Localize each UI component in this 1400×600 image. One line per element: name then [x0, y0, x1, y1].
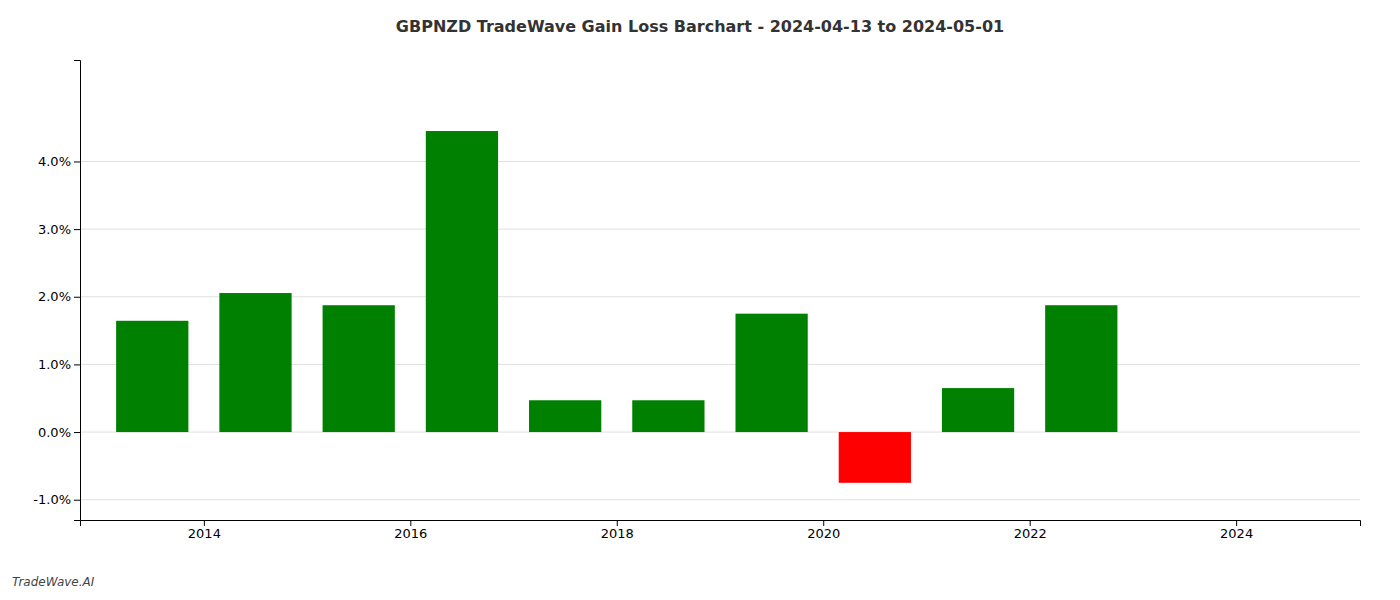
x-tick: 2024: [1220, 520, 1253, 541]
y-tick-label: -1.0%: [33, 492, 71, 507]
x-tick: 2016: [394, 520, 427, 541]
x-axis-line: [81, 521, 1361, 527]
x-axis: 2014 2016 2018 2020 2022 2024: [81, 520, 1361, 541]
y-tick-label: 0.0%: [38, 425, 71, 440]
grid: [80, 161, 1360, 499]
y-tick-label: 3.0%: [38, 222, 71, 237]
y-tick: 2.0%: [38, 289, 80, 304]
y-tick-mark: [74, 297, 80, 298]
x-tick: 2020: [807, 520, 840, 541]
x-tick-label: 2022: [1014, 526, 1047, 541]
y-tick-mark: [74, 500, 80, 501]
bar: [529, 400, 601, 432]
bar: [1045, 305, 1117, 432]
x-tick-mark: [1236, 520, 1237, 526]
x-tick: 2014: [188, 520, 221, 541]
y-tick: 3.0%: [38, 222, 80, 237]
x-tick-label: 2018: [601, 526, 634, 541]
y-tick: 1.0%: [38, 357, 80, 372]
x-tick-label: 2014: [188, 526, 221, 541]
y-tick-mark: [74, 161, 80, 162]
bar: [839, 432, 911, 483]
chart: 2014 2016 2018 2020 2022 2024 -1.0% 0.0% 1.0% 2.0…: [0, 0, 1400, 600]
x-tick-label: 2024: [1220, 526, 1253, 541]
bar: [632, 400, 704, 432]
bar: [219, 293, 291, 432]
grid-line: [80, 161, 1360, 162]
y-tick: 0.0%: [38, 425, 80, 440]
x-tick-mark: [204, 520, 205, 526]
annotation: TradeWave.AI: [12, 575, 95, 589]
bar: [942, 388, 1014, 432]
bar: [323, 305, 395, 432]
y-tick-mark: [74, 364, 80, 365]
y-axis: -1.0% 0.0% 1.0% 2.0% 3.0% 4.0%: [33, 61, 80, 521]
x-tick-mark: [617, 520, 618, 526]
y-tick-label: 2.0%: [38, 289, 71, 304]
y-tick-label: 4.0%: [38, 154, 71, 169]
bar: [116, 321, 188, 432]
bar: [735, 314, 807, 432]
x-tick-label: 2016: [394, 526, 427, 541]
x-tick-mark: [823, 520, 824, 526]
y-tick: -1.0%: [33, 492, 80, 507]
x-tick-label: 2020: [807, 526, 840, 541]
x-tick: 2022: [1014, 520, 1047, 541]
y-tick-label: 1.0%: [38, 357, 71, 372]
y-tick: 4.0%: [38, 154, 80, 169]
x-tick-mark: [410, 520, 411, 526]
grid-line: [80, 229, 1360, 230]
y-axis-line: [74, 61, 81, 521]
title: GBPNZD TradeWave Gain Loss Barchart - 20…: [396, 17, 1004, 36]
plot-area: [116, 131, 1117, 483]
y-tick-mark: [74, 229, 80, 230]
x-tick: 2018: [601, 520, 634, 541]
y-tick-mark: [74, 432, 80, 433]
x-tick-mark: [1030, 520, 1031, 526]
bar: [426, 131, 498, 432]
grid-line: [80, 499, 1360, 500]
